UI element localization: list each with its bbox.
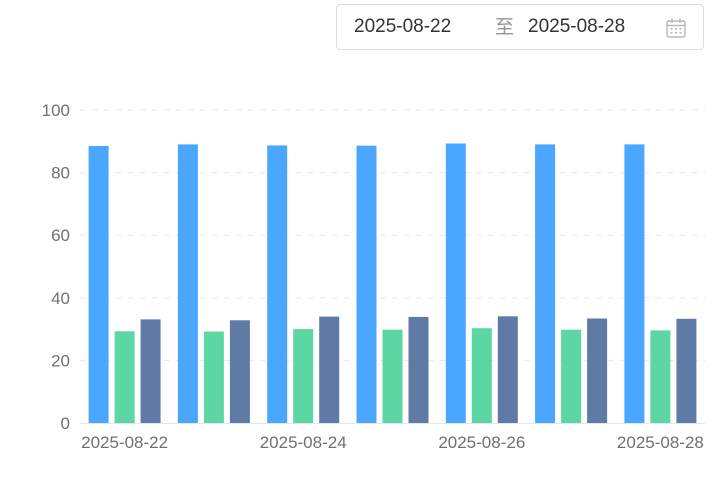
bar[interactable]: [177, 144, 198, 423]
bar[interactable]: [471, 328, 492, 423]
bar[interactable]: [356, 145, 377, 423]
date-range-picker[interactable]: 至: [336, 4, 704, 50]
y-tick-label: 20: [51, 351, 70, 370]
end-date-input[interactable]: [528, 16, 658, 38]
bar[interactable]: [88, 146, 109, 423]
x-tick-label: 2025-08-26: [438, 433, 525, 452]
bar[interactable]: [676, 318, 697, 423]
bar[interactable]: [267, 145, 288, 423]
bar[interactable]: [445, 143, 466, 424]
bar[interactable]: [561, 329, 582, 423]
bar[interactable]: [140, 319, 161, 423]
bar[interactable]: [587, 318, 608, 424]
x-tick-label: 2025-08-28: [617, 433, 704, 452]
date-range-separator: 至: [495, 16, 515, 38]
y-tick-label: 80: [51, 164, 70, 183]
bar[interactable]: [624, 144, 645, 423]
calendar-icon[interactable]: [665, 17, 687, 39]
bar[interactable]: [229, 320, 250, 423]
x-tick-label: 2025-08-22: [81, 433, 168, 452]
start-date-input[interactable]: [354, 16, 484, 38]
bar[interactable]: [497, 316, 518, 423]
bar[interactable]: [650, 330, 671, 423]
bar[interactable]: [535, 144, 556, 423]
bar[interactable]: [293, 329, 314, 423]
y-tick-label: 0: [61, 414, 70, 433]
y-tick-label: 40: [51, 289, 70, 308]
x-tick-label: 2025-08-24: [260, 433, 347, 452]
bar[interactable]: [114, 331, 135, 423]
y-tick-label: 100: [42, 101, 70, 120]
bar[interactable]: [408, 316, 429, 423]
y-tick-label: 60: [51, 226, 70, 245]
bar[interactable]: [203, 331, 224, 423]
bar[interactable]: [382, 329, 403, 423]
bar[interactable]: [319, 316, 340, 423]
